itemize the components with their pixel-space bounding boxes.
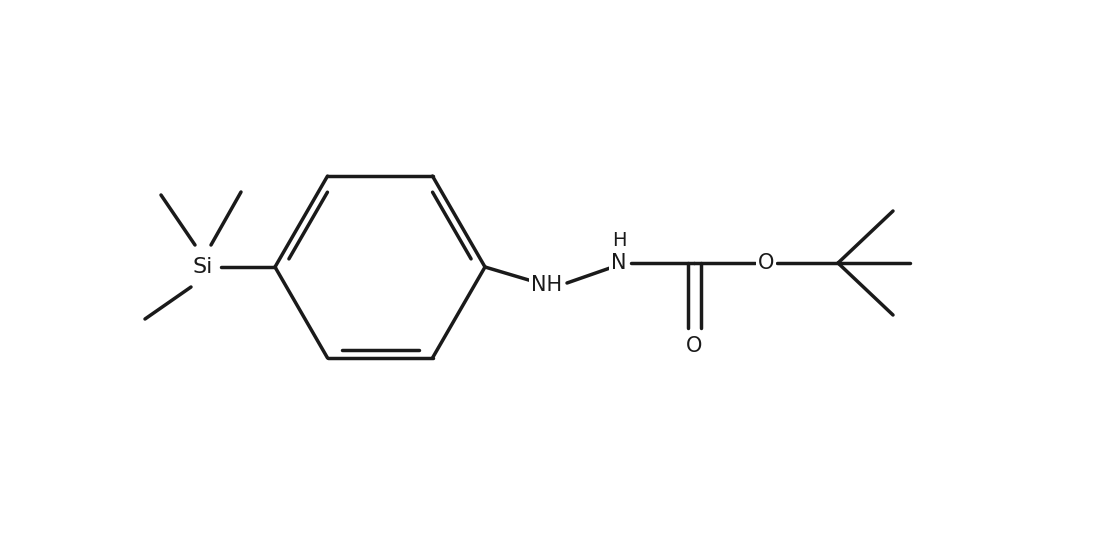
Text: O: O — [685, 336, 702, 356]
Text: H: H — [612, 232, 626, 250]
Text: Si: Si — [193, 257, 213, 277]
Text: O: O — [758, 253, 775, 273]
Text: N: N — [612, 253, 627, 273]
Text: NH: NH — [531, 275, 562, 295]
